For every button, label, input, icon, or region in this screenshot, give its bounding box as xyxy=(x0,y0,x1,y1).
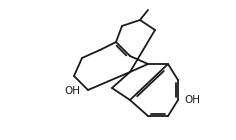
Text: OH: OH xyxy=(64,86,80,96)
Text: OH: OH xyxy=(184,95,200,105)
